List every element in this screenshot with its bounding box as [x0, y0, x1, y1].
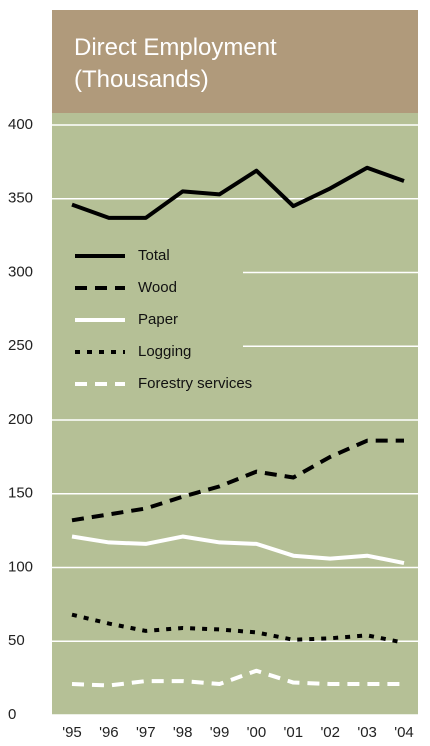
y-tick-label: 350 — [8, 190, 33, 207]
chart-title: Direct Employment (Thousands) — [74, 34, 277, 93]
series-line — [71, 165, 405, 220]
y-tick-label: 150 — [8, 485, 33, 502]
x-tick-label: '00 — [247, 724, 267, 741]
x-tick-label: '04 — [394, 724, 414, 741]
x-tick-label: '95 — [62, 724, 82, 741]
y-tick-label: 400 — [8, 116, 33, 133]
x-tick-label: '01 — [284, 724, 304, 741]
y-tick-label: 100 — [8, 558, 33, 575]
y-tick-label: 0 — [8, 706, 16, 723]
series-line — [71, 534, 405, 566]
series-line — [71, 668, 404, 688]
legend-label: Total — [138, 247, 170, 264]
y-tick-label: 50 — [8, 632, 25, 649]
series-line — [71, 438, 404, 523]
title-box: Direct Employment (Thousands) — [52, 10, 418, 113]
series-line — [71, 612, 405, 645]
x-tick-label: '02 — [320, 724, 340, 741]
x-tick-label: '99 — [210, 724, 230, 741]
y-tick-label: 300 — [8, 263, 33, 280]
legend-label: Paper — [138, 311, 178, 328]
x-tick-label: '97 — [136, 724, 156, 741]
y-tick-label: 250 — [8, 337, 33, 354]
legend-label: Logging — [138, 343, 191, 360]
x-tick-label: '96 — [99, 724, 119, 741]
x-tick-label: '03 — [357, 724, 377, 741]
legend-label: Forestry services — [138, 375, 252, 392]
plot-area — [52, 113, 418, 715]
x-tick-label: '98 — [173, 724, 193, 741]
y-tick-label: 200 — [8, 411, 33, 428]
legend-label: Wood — [138, 279, 177, 296]
